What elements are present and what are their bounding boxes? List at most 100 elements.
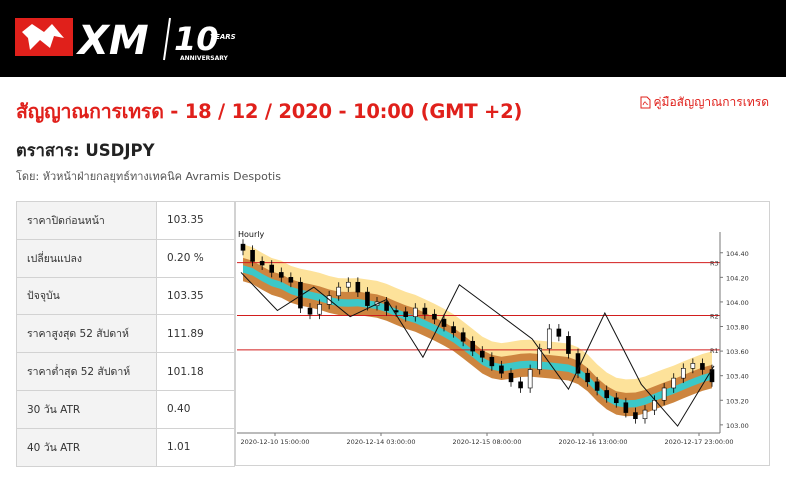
candle-body bbox=[403, 311, 409, 317]
candle-body bbox=[527, 369, 533, 389]
stat-label: ปัจจุบัน bbox=[16, 276, 157, 316]
candle-body bbox=[345, 281, 351, 288]
pdf-icon bbox=[640, 96, 650, 109]
candle-body bbox=[451, 326, 456, 333]
anniversary-number: 10 bbox=[174, 20, 219, 58]
candle-body bbox=[518, 381, 523, 389]
instrument-heading: ตราสาร: USDJPY bbox=[16, 141, 155, 160]
candle-body bbox=[479, 350, 485, 358]
candle-body bbox=[546, 328, 552, 349]
candle-body bbox=[690, 363, 696, 369]
level-label-r1: R1 bbox=[710, 347, 719, 355]
table-row: 30 วัน ATR 0.40 bbox=[16, 389, 235, 429]
stat-label: เปลี่ยนแปลง bbox=[16, 238, 157, 278]
anniversary-years: YEARS bbox=[210, 33, 236, 41]
ma-band-outer bbox=[243, 244, 712, 398]
stat-value: 111.89 bbox=[156, 314, 235, 354]
candle-body bbox=[307, 307, 313, 315]
resistance-levels: R3 R2 R1 bbox=[237, 260, 720, 355]
candle-body bbox=[355, 281, 361, 293]
zigzag-line bbox=[240, 272, 715, 427]
candle-body bbox=[508, 372, 514, 383]
candle-body bbox=[594, 381, 600, 391]
site-header: XM 10 YEARS ANNIVERSARY bbox=[0, 0, 786, 77]
candle-body bbox=[412, 307, 418, 317]
table-row: ปัจจุบัน 103.35 bbox=[16, 276, 235, 316]
table-row: เปลี่ยนแปลง 0.20 % bbox=[16, 238, 235, 278]
stat-label: ราคาปิดก่อนหน้า bbox=[16, 201, 157, 240]
candle-body bbox=[259, 261, 265, 266]
ma-bands bbox=[243, 244, 712, 417]
chart-svg: R3 R2 R1 104.40 104.20 104.00 103.80 103.60 103… bbox=[237, 230, 749, 446]
y-tick-label: 103.00 bbox=[726, 422, 749, 430]
x-tick-label: 2020-12-10 15:00:00 bbox=[240, 438, 309, 446]
y-tick-label: 103.80 bbox=[726, 324, 749, 332]
signal-guide-label[interactable]: คู่มือสัญญาณการเทรด bbox=[653, 95, 770, 109]
y-tick-label: 104.20 bbox=[726, 274, 749, 282]
y-tick-label: 103.40 bbox=[726, 373, 749, 381]
candles bbox=[240, 239, 715, 424]
table-row: ราคาสูงสุด 52 สัปดาห์ 111.89 bbox=[16, 314, 235, 354]
y-tick-label: 103.60 bbox=[726, 348, 749, 356]
stat-value: 101.18 bbox=[156, 352, 235, 391]
zigzag-polyline bbox=[240, 272, 715, 427]
candle-body bbox=[422, 307, 428, 315]
stat-label: ราคาต่ำสุด 52 สัปดาห์ bbox=[16, 352, 157, 391]
price-chart: R3 R2 R1 104.40 104.20 104.00 103.80 103.60 103… bbox=[235, 201, 770, 466]
candle-body bbox=[278, 272, 284, 278]
candle-body bbox=[661, 387, 667, 401]
candle-body bbox=[288, 277, 294, 283]
candle-body bbox=[633, 412, 638, 420]
anniversary-label: ANNIVERSARY bbox=[180, 55, 229, 62]
candle-body bbox=[566, 336, 571, 354]
candle-body bbox=[623, 402, 629, 413]
candle-body bbox=[700, 363, 705, 370]
xm-logo[interactable]: XM 10 YEARS ANNIVERSARY bbox=[10, 10, 246, 66]
y-tick-label: 103.20 bbox=[726, 397, 749, 405]
candle-body bbox=[441, 318, 447, 327]
stat-value: 0.40 bbox=[156, 389, 235, 429]
level-label-r3: R3 bbox=[710, 260, 719, 268]
candle-body bbox=[336, 286, 342, 297]
candle-body bbox=[585, 372, 590, 383]
candle-body bbox=[604, 390, 610, 399]
candle-body bbox=[317, 304, 322, 315]
chart-title: Hourly bbox=[238, 230, 264, 239]
x-tick-label: 2020-12-17 23:00:00 bbox=[664, 438, 733, 446]
candle-body bbox=[489, 356, 495, 367]
candle-body bbox=[269, 264, 275, 273]
page-title: สัญญาณการเทรด - 18 / 12 / 2020 - 10:00 (… bbox=[16, 100, 523, 123]
candle-body bbox=[470, 340, 476, 352]
candle-body bbox=[499, 365, 504, 374]
y-tick-label: 104.00 bbox=[726, 299, 749, 307]
stats-table: ราคาปิดก่อนหน้า 103.35 เปลี่ยนแปลง 0.20 % … bbox=[16, 201, 235, 467]
ma-band-mid bbox=[243, 257, 712, 417]
x-tick-label: 2020-12-16 13:00:00 bbox=[558, 438, 627, 446]
stat-value: 103.35 bbox=[156, 201, 235, 240]
candle-body bbox=[575, 353, 581, 374]
candle-body bbox=[613, 397, 619, 404]
brand-text: XM bbox=[75, 18, 149, 64]
candle-body bbox=[250, 249, 255, 262]
candle-body bbox=[365, 291, 370, 306]
table-row: 40 วัน ATR 1.01 bbox=[16, 427, 235, 467]
table-row: ราคาปิดก่อนหน้า 103.35 bbox=[16, 201, 235, 240]
table-row: ราคาต่ำสุด 52 สัปดาห์ 101.18 bbox=[16, 352, 235, 391]
candle-body bbox=[384, 301, 389, 311]
author-line: โดย: หัวหน้าฝ่ายกลยุทธ์ทางเทคนิค Avramis… bbox=[16, 170, 281, 183]
level-label-r2: R2 bbox=[710, 312, 719, 320]
stat-value: 103.35 bbox=[156, 276, 235, 316]
stat-value: 1.01 bbox=[156, 427, 235, 467]
candle-body bbox=[680, 368, 686, 379]
y-tick-label: 104.40 bbox=[726, 250, 749, 258]
stat-label: 40 วัน ATR bbox=[16, 427, 157, 467]
ma-band-inner bbox=[243, 265, 712, 408]
candle-body bbox=[642, 409, 648, 420]
candle-body bbox=[556, 328, 562, 337]
signal-guide-link[interactable]: คู่มือสัญญาณการเทรด bbox=[640, 93, 770, 112]
stat-label: ราคาสูงสุด 52 สัปดาห์ bbox=[16, 314, 157, 354]
candle-body bbox=[432, 313, 437, 320]
stat-label: 30 วัน ATR bbox=[16, 389, 157, 429]
x-tick-label: 2020-12-15 08:00:00 bbox=[452, 438, 521, 446]
candle-body bbox=[671, 377, 677, 389]
